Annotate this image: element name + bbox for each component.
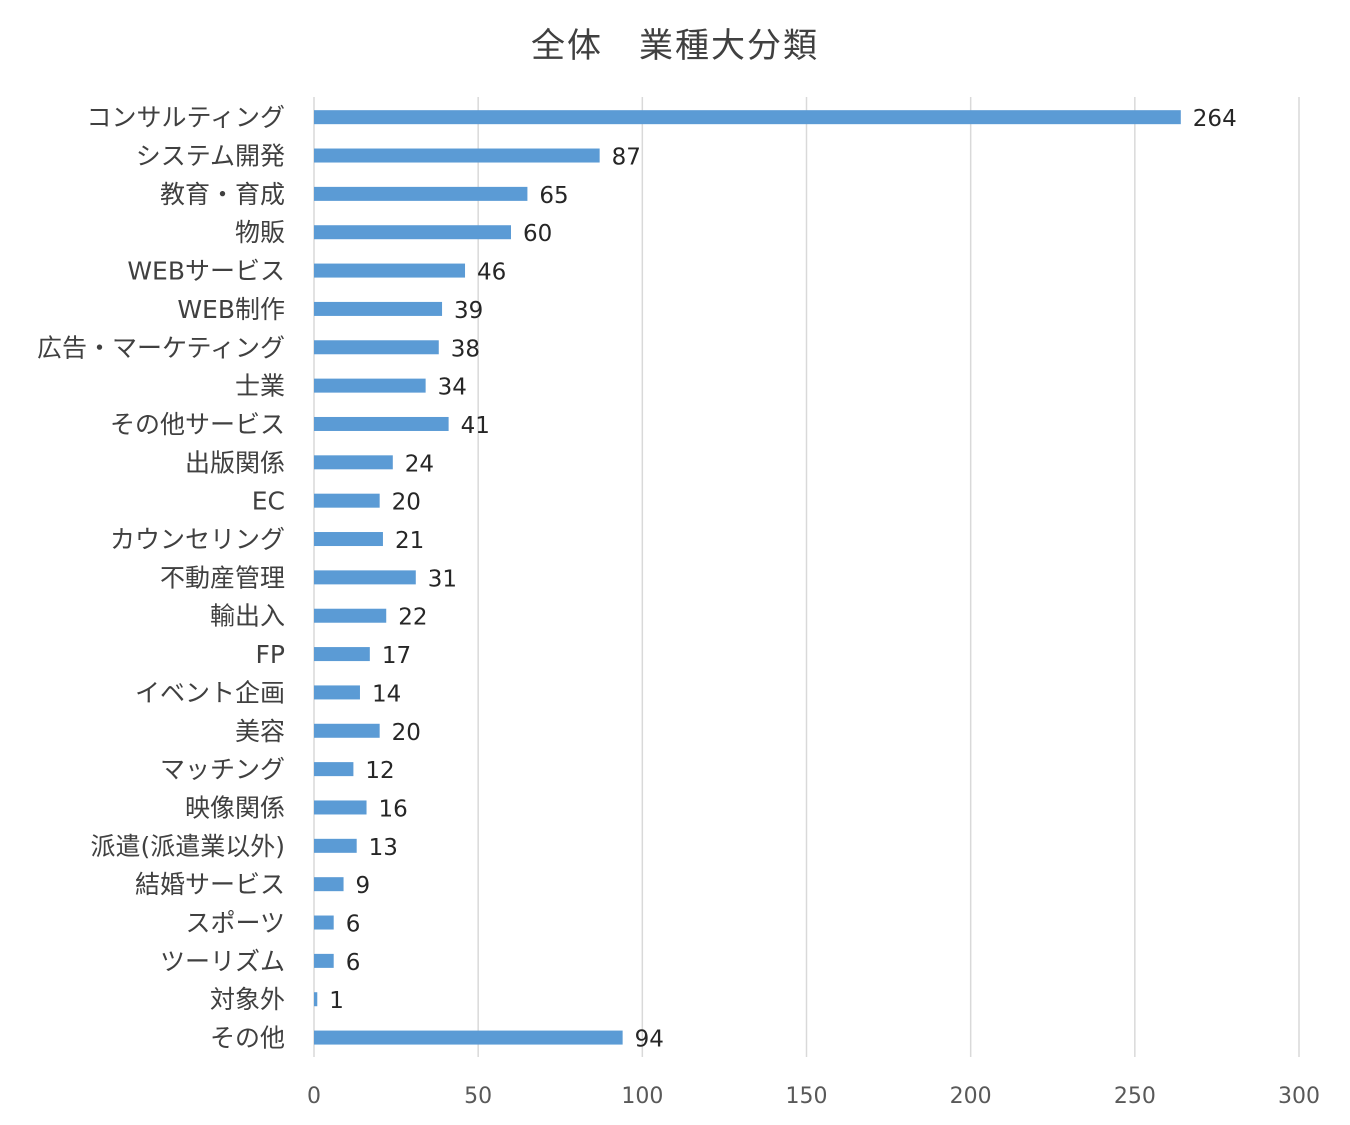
data-label: 24 bbox=[405, 451, 434, 477]
x-tick-label: 200 bbox=[950, 1084, 992, 1109]
bar bbox=[314, 647, 370, 662]
data-label: 34 bbox=[438, 375, 467, 401]
data-label: 21 bbox=[395, 528, 424, 554]
category-label: 不動産管理 bbox=[160, 563, 285, 592]
data-label: 17 bbox=[382, 643, 411, 669]
category-label: 士業 bbox=[235, 372, 285, 401]
bar bbox=[314, 1030, 623, 1045]
bar bbox=[314, 416, 449, 431]
category-label: WEBサービス bbox=[127, 257, 285, 286]
bar bbox=[314, 570, 416, 585]
category-label: 映像関係 bbox=[185, 793, 285, 822]
category-label: その他 bbox=[210, 1024, 285, 1053]
category-label: 教育・育成 bbox=[160, 180, 285, 209]
bars bbox=[314, 110, 1181, 1045]
category-label: 出版関係 bbox=[185, 448, 285, 477]
data-label: 6 bbox=[346, 950, 361, 976]
bar bbox=[314, 263, 466, 278]
bar bbox=[314, 225, 511, 240]
x-tick-label: 100 bbox=[621, 1084, 663, 1109]
x-tick-label: 0 bbox=[307, 1084, 321, 1109]
category-label: スポーツ bbox=[185, 909, 285, 938]
x-tick-label: 250 bbox=[1114, 1084, 1156, 1109]
category-label: 派遣(派遣業以外) bbox=[90, 832, 285, 861]
bar bbox=[314, 532, 383, 547]
category-label: WEB制作 bbox=[177, 295, 285, 324]
category-label: 結婚サービス bbox=[135, 870, 285, 899]
category-label: 広告・マーケティング bbox=[37, 333, 285, 362]
data-label: 20 bbox=[392, 490, 421, 516]
x-tick-label: 300 bbox=[1278, 1084, 1320, 1109]
bar bbox=[314, 608, 387, 623]
data-label: 60 bbox=[523, 221, 552, 247]
data-label: 39 bbox=[454, 298, 483, 324]
data-label: 13 bbox=[369, 835, 398, 861]
bar bbox=[314, 340, 439, 355]
bar bbox=[314, 148, 600, 163]
data-label: 94 bbox=[635, 1027, 664, 1053]
data-label: 1 bbox=[329, 988, 344, 1014]
data-label: 22 bbox=[398, 605, 427, 631]
bar bbox=[314, 186, 528, 201]
data-label: 20 bbox=[392, 720, 421, 746]
category-label: 対象外 bbox=[210, 985, 285, 1014]
x-axis-ticks: 0 50 100 150 200 250 300 bbox=[307, 1084, 1320, 1109]
bar bbox=[314, 685, 360, 700]
data-label: 12 bbox=[365, 758, 394, 784]
bar bbox=[314, 800, 367, 815]
data-label: 16 bbox=[379, 796, 408, 822]
data-label: 87 bbox=[612, 145, 641, 171]
category-label: マッチング bbox=[160, 755, 285, 784]
category-label: FP bbox=[256, 640, 285, 669]
bar bbox=[314, 838, 357, 853]
category-label: 美容 bbox=[235, 717, 285, 746]
x-tick-label: 50 bbox=[464, 1084, 492, 1109]
data-label: 6 bbox=[346, 912, 361, 938]
data-label: 41 bbox=[461, 413, 490, 439]
category-label: EC bbox=[252, 487, 285, 516]
category-label: 輸出入 bbox=[210, 602, 285, 631]
gridlines bbox=[313, 97, 1300, 1057]
bar bbox=[314, 953, 334, 968]
bar bbox=[314, 378, 426, 393]
x-tick-label: 150 bbox=[786, 1084, 828, 1109]
bar bbox=[314, 877, 344, 892]
bar bbox=[314, 992, 318, 1007]
data-label: 264 bbox=[1193, 106, 1237, 132]
category-label: その他サービス bbox=[110, 410, 285, 439]
bar bbox=[314, 110, 1181, 125]
category-label: システム開発 bbox=[136, 142, 285, 171]
data-label: 38 bbox=[451, 336, 480, 362]
data-label: 46 bbox=[477, 260, 506, 286]
data-label: 31 bbox=[428, 566, 457, 592]
bar bbox=[314, 301, 443, 316]
data-labels: 2648765604639383441242021312217142012161… bbox=[329, 106, 1236, 1052]
category-label: ツーリズム bbox=[160, 947, 285, 976]
bar bbox=[314, 493, 380, 508]
category-label: イベント企画 bbox=[135, 678, 285, 707]
bar bbox=[314, 762, 354, 777]
bar bbox=[314, 455, 393, 470]
data-label: 14 bbox=[372, 681, 401, 707]
category-label: カウンセリング bbox=[110, 525, 285, 554]
data-label: 9 bbox=[356, 873, 371, 899]
category-label: 物販 bbox=[235, 218, 285, 247]
data-label: 65 bbox=[539, 183, 568, 209]
category-label: コンサルティング bbox=[86, 103, 285, 132]
bar bbox=[314, 723, 380, 738]
bar bbox=[314, 915, 334, 930]
chart-title: 全体 業種大分類 bbox=[531, 26, 819, 66]
